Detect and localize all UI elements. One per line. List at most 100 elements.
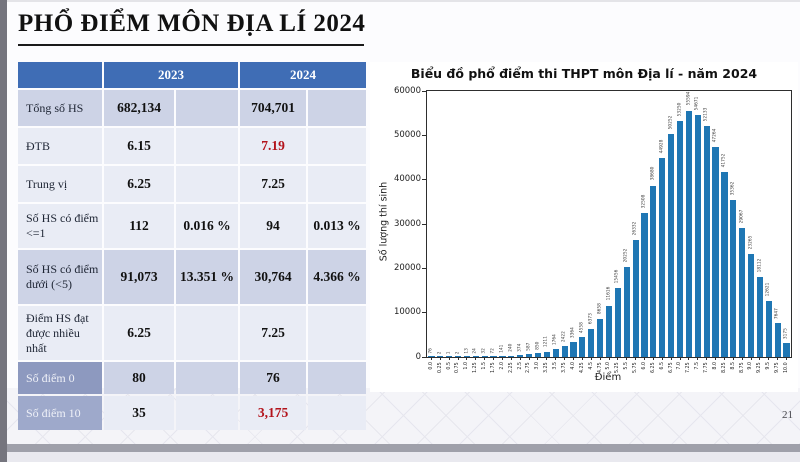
percent-2023: 13.351 % (176, 250, 238, 304)
y-tick (422, 90, 426, 92)
bar (632, 240, 639, 357)
x-tick-label: 5.5 (622, 361, 629, 370)
bar (659, 157, 666, 357)
x-tick (768, 357, 770, 360)
bar (481, 356, 488, 357)
x-tick (635, 357, 637, 360)
y-tick-label: 40000 (393, 174, 421, 185)
bar (739, 228, 746, 357)
percent-2023 (176, 362, 238, 394)
x-tick (679, 357, 681, 360)
bar (668, 134, 675, 357)
bar (783, 342, 790, 357)
percent-2024 (308, 90, 366, 126)
bar-value-label: 29067 (738, 209, 744, 224)
x-tick (475, 357, 477, 360)
x-tick-label: 4.0 (569, 361, 576, 370)
x-tick (741, 357, 743, 360)
x-tick (457, 357, 459, 360)
percent-2023 (176, 90, 238, 126)
value-2023: 35 (104, 396, 174, 430)
bar-value-label: 8658 (596, 303, 602, 315)
table-row: Tổng số HS 682,134 704,701 (18, 90, 366, 126)
bar (437, 356, 444, 357)
bar-value-label: 18112 (756, 258, 762, 273)
x-tick-label: 7.0 (676, 361, 682, 370)
bar-value-label: 1 (445, 351, 451, 354)
table-row: ĐTB 6.15 7.19 (18, 128, 366, 164)
table-row: Số HS có điểm <=1 112 0.016 % 94 0.013 % (18, 204, 366, 248)
chart-x-axis-label: Điểm (594, 372, 622, 383)
x-tick (617, 357, 619, 360)
x-tick (626, 357, 628, 360)
x-tick-label: 7.5 (693, 361, 700, 370)
bar (605, 305, 613, 357)
x-tick (564, 357, 566, 360)
x-tick (501, 357, 503, 360)
value-2024: 94 (240, 204, 306, 248)
table-row: Số điểm 0 80 76 (18, 362, 366, 394)
y-tick-label: 10000 (393, 307, 421, 318)
x-tick (519, 357, 521, 360)
chart-title: Biểu đồ phổ điểm thi THPT môn Địa lí - n… (410, 66, 758, 81)
column-header-2024: 2024 (240, 62, 366, 88)
x-tick (572, 357, 574, 360)
x-tick-label: 9.0 (747, 361, 753, 370)
value-2024: 7.19 (240, 128, 306, 164)
x-tick (697, 357, 699, 360)
x-tick-label: 6.5 (658, 361, 665, 370)
x-tick-label: 1.5 (480, 361, 487, 370)
bar-value-label: 4558 (579, 321, 585, 333)
value-2023: 80 (104, 362, 174, 394)
x-tick (537, 357, 539, 360)
percent-2023: 0.016 % (176, 204, 238, 248)
x-tick (546, 357, 548, 360)
percent-2023 (176, 306, 238, 360)
bar-value-label: 52133 (703, 107, 709, 122)
row-label: ĐTB (18, 128, 102, 164)
y-tick (422, 223, 426, 225)
percent-2023 (176, 166, 238, 202)
y-tick-label: 30000 (393, 218, 421, 229)
percent-2023 (176, 396, 238, 430)
bar-value-label: 53250 (676, 102, 682, 117)
x-tick-label: 0.0 (427, 361, 434, 370)
bar-value-label: 44928 (658, 139, 665, 154)
x-tick-label: 3.0 (534, 361, 540, 370)
x-tick (786, 357, 788, 360)
bar (428, 356, 435, 357)
bar-value-label: 141 (499, 344, 505, 353)
bar-value-label: 2 (437, 351, 443, 354)
y-tick-label: 50000 (393, 129, 421, 140)
footer-lower-band (7, 452, 800, 462)
y-tick-label: 20000 (393, 262, 421, 273)
bar (561, 346, 568, 357)
value-2024: 30,764 (240, 250, 306, 304)
bar (597, 318, 604, 357)
x-tick (448, 357, 450, 360)
x-tick-label: 2.0 (498, 361, 505, 370)
bar (721, 171, 728, 357)
x-tick (777, 357, 779, 360)
stats-table: 2023 2024 Tổng số HS 682,134 704,701 ĐTB 6.15 7… (16, 60, 368, 432)
table-row: Số HS có điểm dưới (<5) 91,073 13.351 % 30,… (18, 250, 366, 304)
x-tick (590, 357, 592, 360)
bar-value-label: 55594 (685, 92, 691, 106)
x-tick (581, 357, 583, 360)
value-2023: 682,134 (104, 90, 174, 126)
x-tick (510, 357, 512, 360)
bar (517, 355, 524, 357)
bar (676, 120, 684, 357)
table-header-row: 2023 2024 (18, 62, 366, 88)
x-tick (670, 357, 672, 360)
x-tick (706, 357, 708, 360)
row-label: Tổng số HS (18, 90, 102, 126)
row-label: Số HS có điểm dưới (<5) (18, 250, 102, 304)
value-2023: 6.15 (104, 128, 174, 164)
bar (552, 349, 559, 357)
row-label: Số điểm 10 (18, 396, 102, 430)
value-2024: 7.25 (240, 306, 306, 360)
percent-2024 (308, 362, 366, 394)
bar-value-label: 6373 (587, 313, 594, 325)
x-tick (688, 357, 690, 360)
